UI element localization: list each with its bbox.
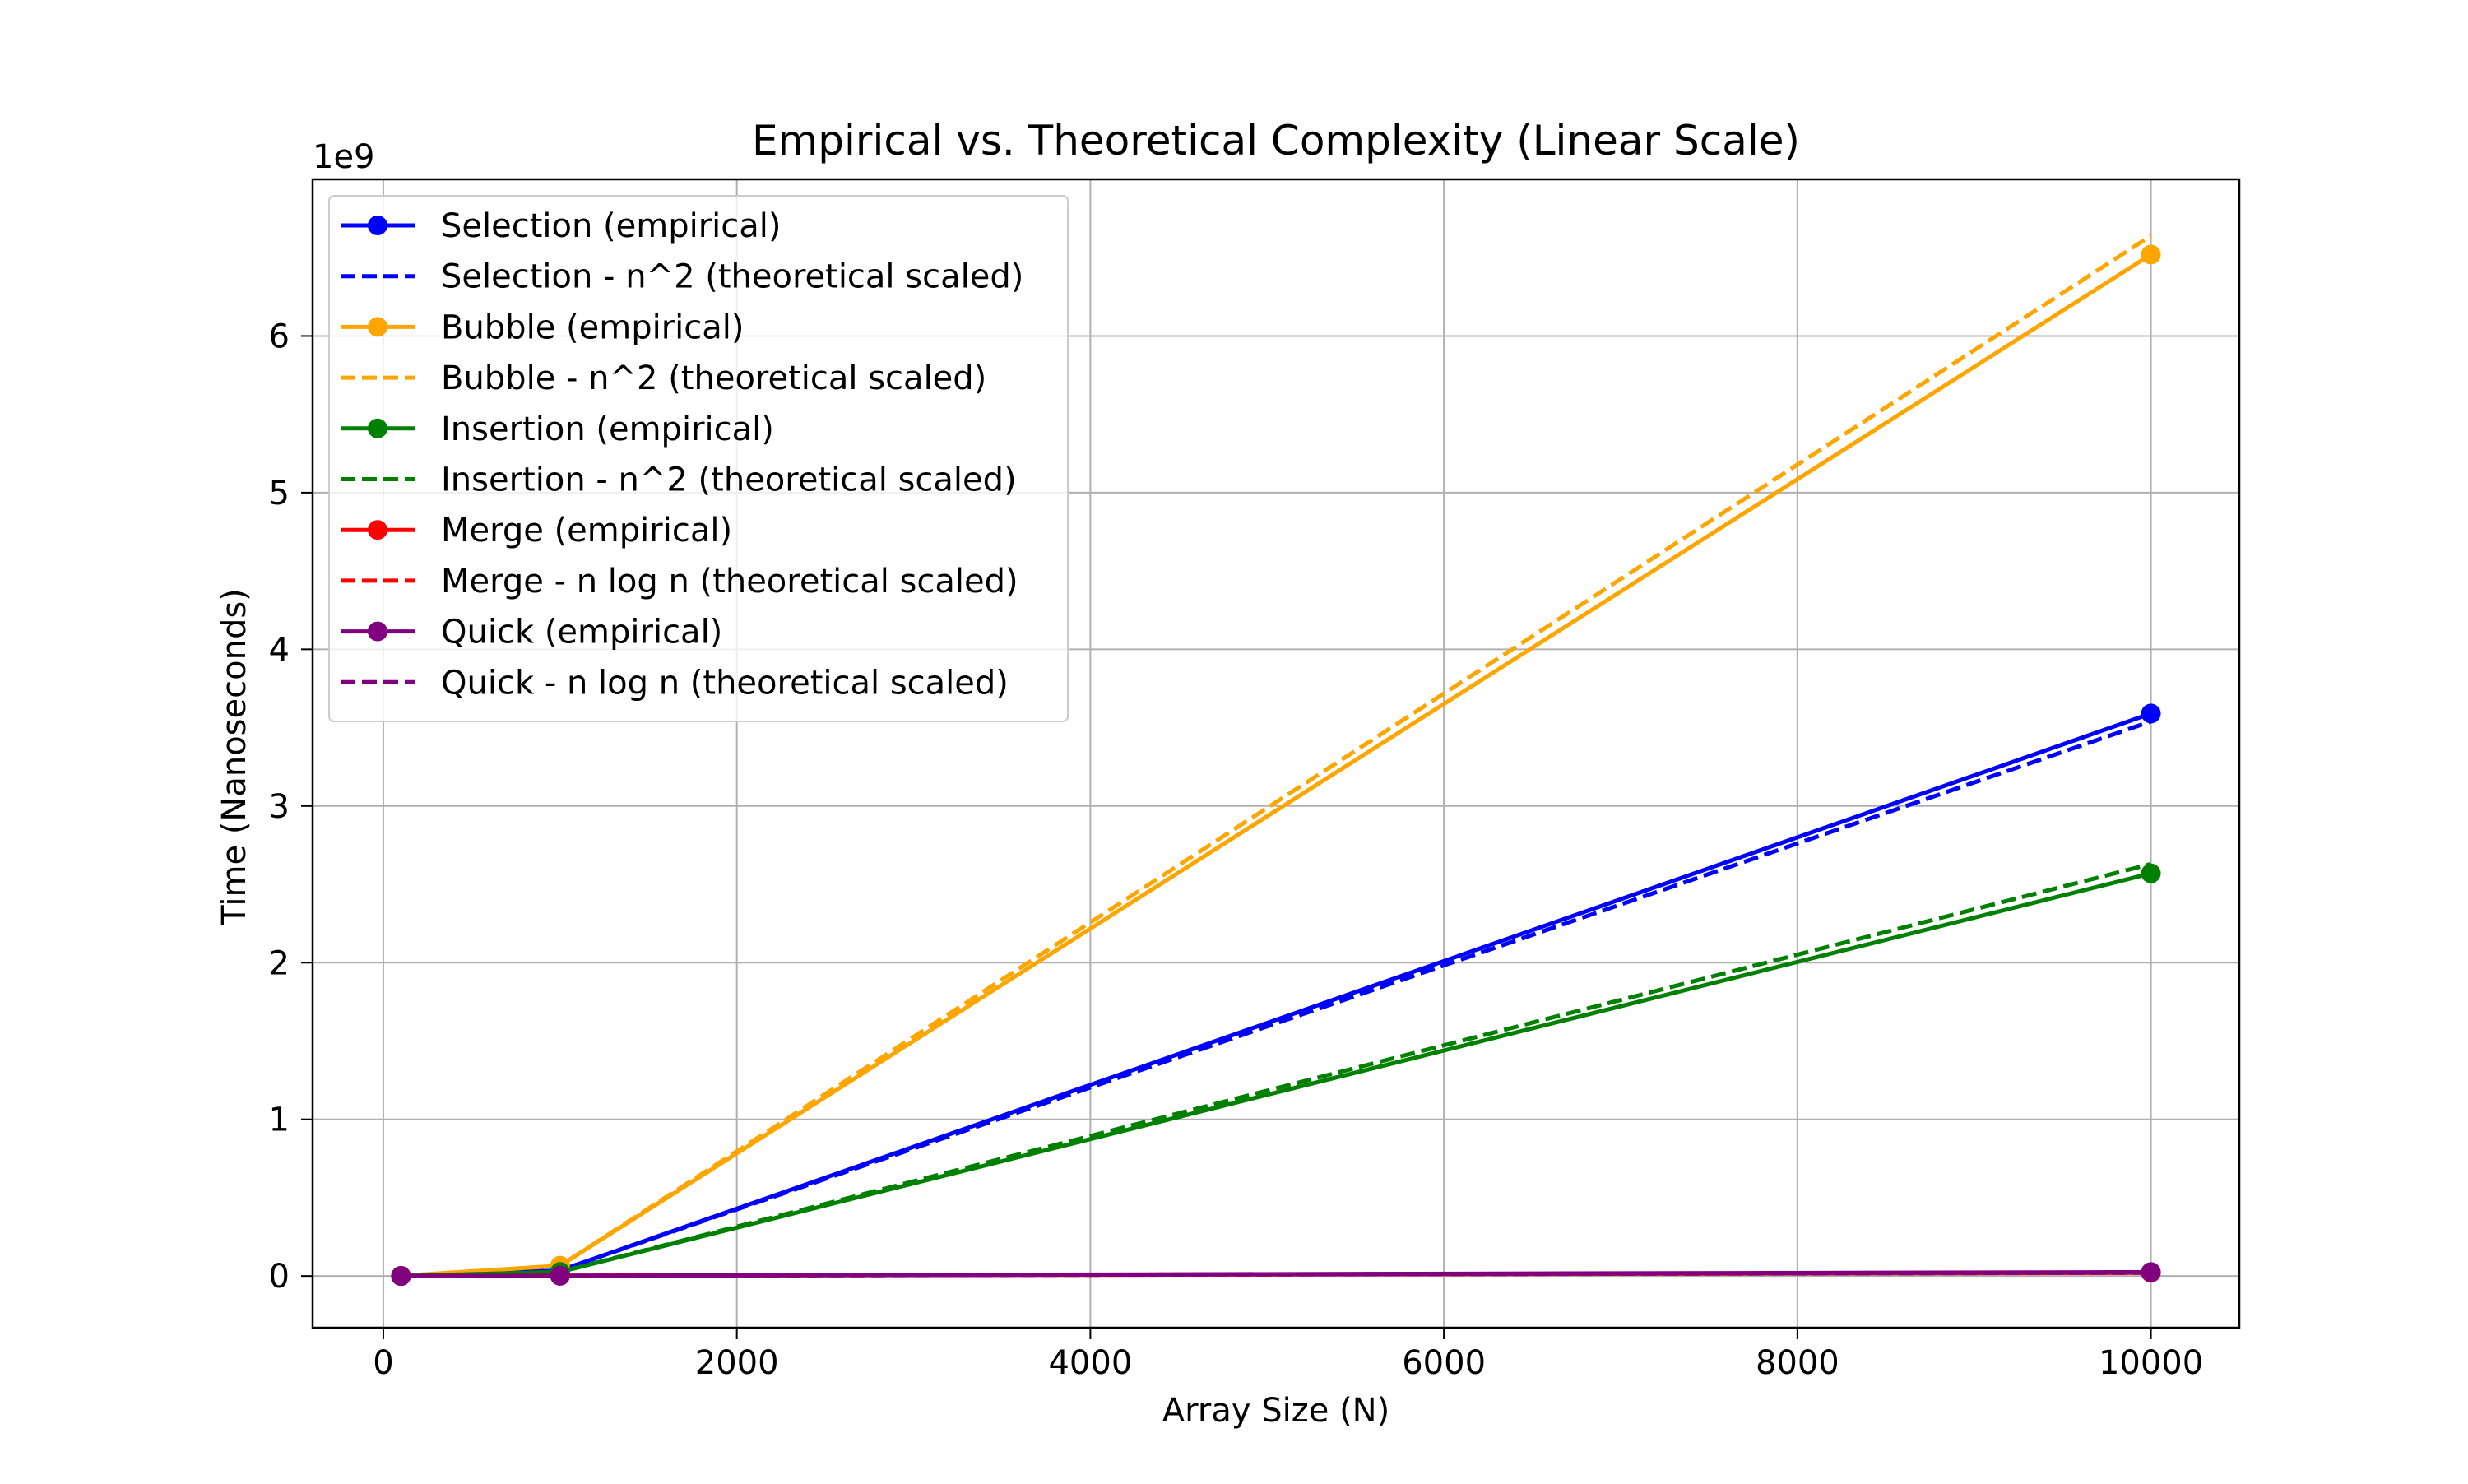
legend-label: Merge - n log n (theoretical scaled): [441, 563, 1018, 601]
legend: Selection (empirical) Selection - n^2 (th…: [328, 195, 1069, 722]
x-tick-label: 6000: [1402, 1344, 1486, 1382]
legend-item: Bubble - n^2 (theoretical scaled): [341, 359, 986, 397]
data-point: [2141, 244, 2161, 265]
legend-item: Bubble (empirical): [341, 308, 744, 346]
series-line: [401, 1270, 2151, 1278]
legend-swatch-marker: [368, 317, 387, 337]
legend-item: Merge - n log n (theoretical scaled): [341, 563, 1018, 601]
x-tick-label: 8000: [1756, 1344, 1839, 1382]
x-tick-label: 0: [373, 1344, 393, 1382]
y-tick-label: 4: [269, 631, 290, 669]
legend-label: Quick - n log n (theoretical scaled): [441, 664, 1009, 702]
legend-label: Merge (empirical): [441, 512, 732, 550]
legend-swatch-marker: [368, 621, 387, 642]
legend-swatch-marker: [368, 418, 387, 438]
legend-swatch-marker: [368, 216, 387, 235]
axes-layer: 0 2000 4000 6000 8000 10000 0 1 2 3 4 5 6: [269, 318, 2204, 1382]
x-tick-label: 4000: [1048, 1344, 1132, 1382]
legend-label: Quick (empirical): [441, 614, 722, 652]
x-tick-label: 2000: [695, 1344, 779, 1382]
series-layer: [391, 234, 2161, 1287]
plot-frame: [311, 178, 2241, 1329]
legend-label: Insertion (empirical): [441, 410, 774, 448]
y-tick-label: 2: [269, 944, 290, 982]
legend-box: [328, 195, 1069, 722]
y-axis-label: Time (Nanoseconds): [216, 588, 253, 926]
y-tick-label: 0: [269, 1258, 290, 1296]
x-axis-label: Array Size (N): [1162, 1392, 1389, 1430]
legend-label: Selection (empirical): [441, 207, 782, 245]
legend-item: Insertion - n^2 (theoretical scaled): [341, 461, 1017, 499]
legend-label: Bubble (empirical): [441, 308, 744, 346]
y-tick-label: 5: [269, 475, 290, 512]
series-quick-n-log-n-theoretical-scaled: [401, 1270, 2151, 1278]
legend-swatch-marker: [368, 520, 387, 540]
grid-lines: [313, 179, 2239, 1328]
legend-item: Selection (empirical): [341, 207, 782, 245]
legend-label: Bubble - n^2 (theoretical scaled): [441, 359, 986, 397]
y-tick-label: 6: [269, 318, 290, 355]
y-axis-multiplier: 1e9: [313, 138, 375, 176]
chart-title: Empirical vs. Theoretical Complexity (Li…: [752, 117, 1800, 165]
legend-label: Selection - n^2 (theoretical scaled): [441, 258, 1023, 296]
legend-item: Quick (empirical): [341, 614, 722, 652]
data-point: [2141, 1262, 2161, 1282]
legend-item: Merge (empirical): [341, 512, 732, 550]
legend-item: Insertion (empirical): [341, 410, 774, 448]
data-point: [2141, 703, 2161, 724]
legend-item: Selection - n^2 (theoretical scaled): [341, 258, 1023, 296]
legend-label: Insertion - n^2 (theoretical scaled): [441, 461, 1017, 499]
y-tick-label: 3: [269, 788, 290, 826]
legend-item: Quick - n log n (theoretical scaled): [341, 664, 1009, 702]
y-tick-label: 1: [269, 1101, 290, 1139]
x-tick-label: 10000: [2099, 1344, 2203, 1382]
data-point: [2141, 863, 2161, 883]
